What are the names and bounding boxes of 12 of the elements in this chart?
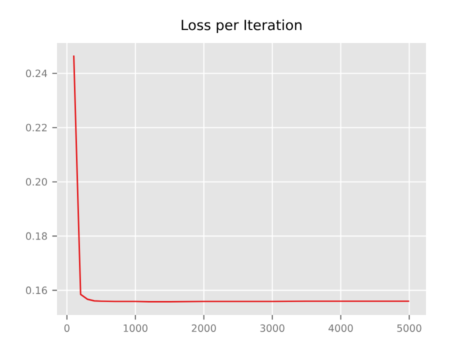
- x-tick-label: 3000: [260, 324, 284, 332]
- x-tick-label: 5000: [397, 324, 422, 332]
- x-tick-label: 4000: [328, 324, 353, 332]
- y-tick-label: 0.22: [26, 124, 47, 132]
- y-tick-label: 0.24: [26, 70, 48, 78]
- x-tick-label: 2000: [192, 324, 216, 332]
- y-tick-label: 0.20: [26, 178, 47, 186]
- y-tick-label: 0.18: [26, 232, 47, 240]
- chart-title: Loss per Iteration: [182, 19, 302, 33]
- y-tick-label: 0.16: [26, 286, 47, 294]
- x-tick-label: 1000: [124, 324, 148, 332]
- x-tick-label: 0: [64, 324, 70, 332]
